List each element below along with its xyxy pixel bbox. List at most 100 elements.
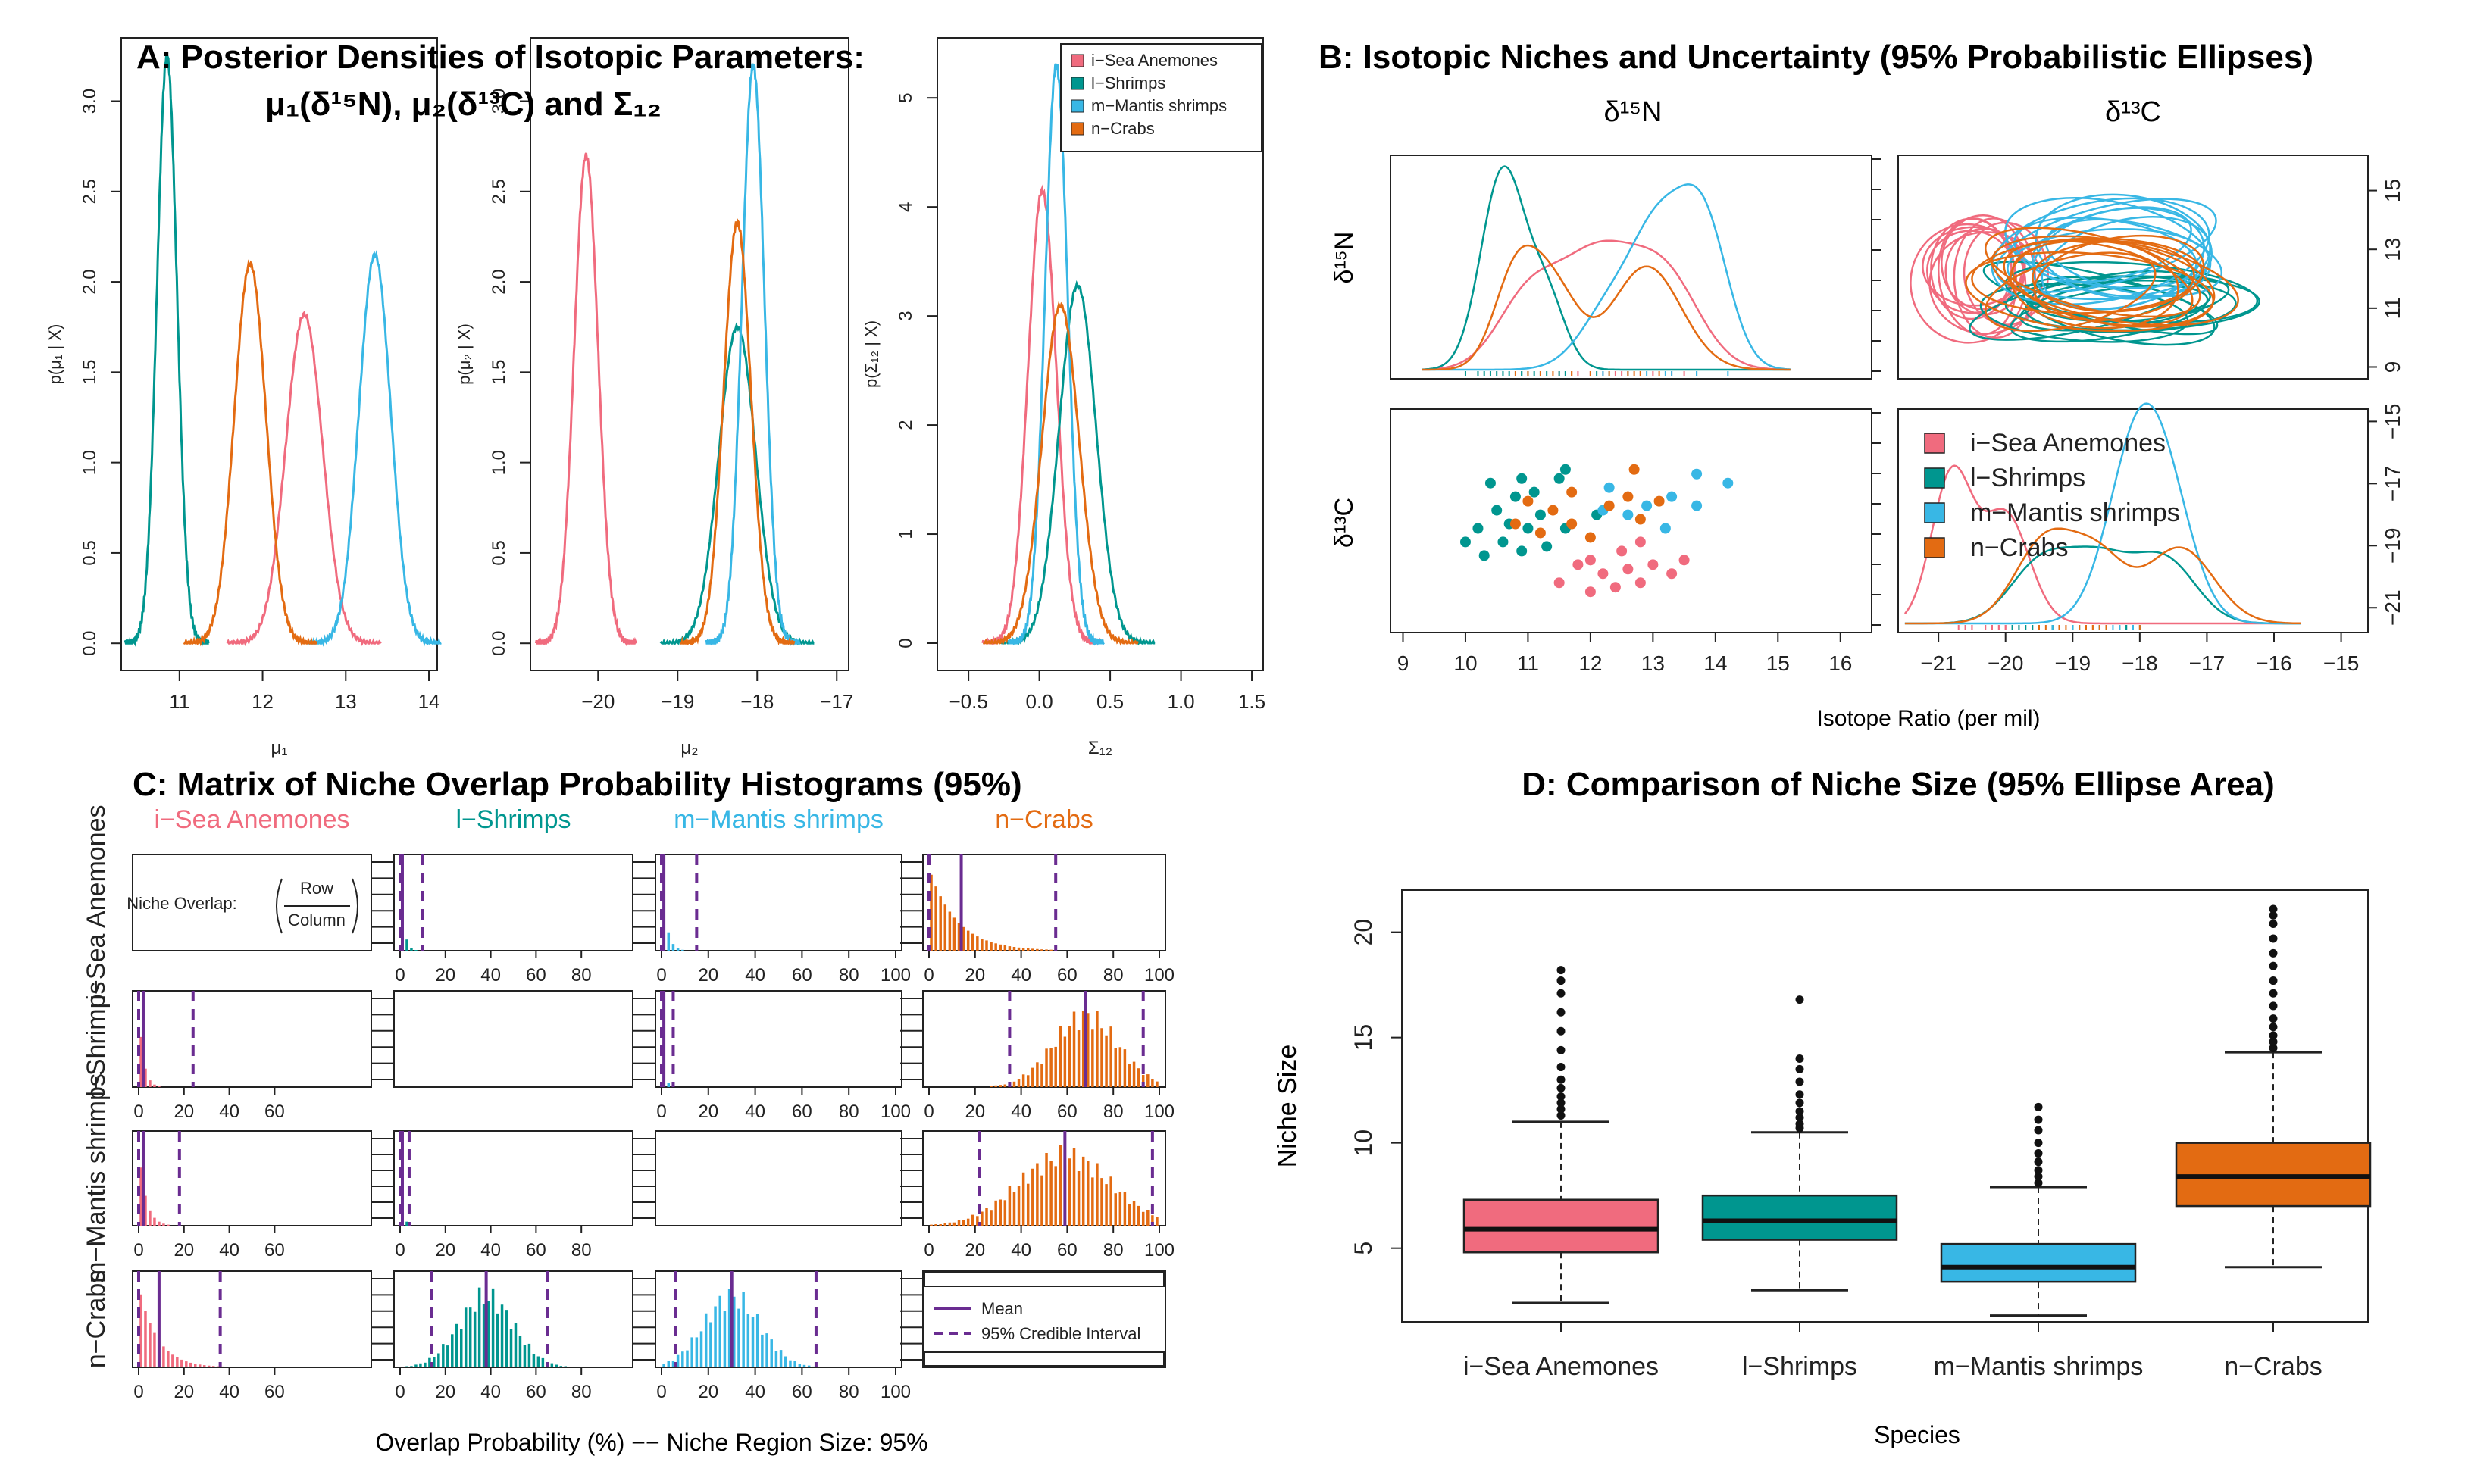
scatter-point-l — [1491, 505, 1503, 516]
legend-label: m−Mantis shrimps — [1091, 96, 1227, 115]
x-tick-label: 80 — [839, 1101, 859, 1122]
outlier-point — [2034, 1158, 2043, 1167]
x-tick-label: −16 — [2256, 651, 2292, 675]
y-tick-label: 2.5 — [80, 179, 100, 204]
legend-swatch-m — [1071, 99, 1084, 113]
scatter-point-i — [1609, 582, 1621, 593]
ellipse-n — [1984, 227, 2201, 318]
y-tick-label: 0 — [896, 638, 916, 648]
x-tick-label: −19 — [661, 690, 694, 713]
x-tick-label: 0 — [656, 965, 666, 986]
outlier-point — [1795, 1064, 1804, 1073]
legend-swatch-n — [1071, 122, 1084, 136]
outlier-point — [2269, 948, 2278, 958]
y-tick-label: 3 — [896, 311, 916, 320]
y-tick-label: −21 — [2381, 589, 2404, 626]
x-tick-label: 80 — [839, 1382, 859, 1402]
scatter-point-n — [1566, 486, 1578, 498]
overlap-cell-frame — [655, 990, 902, 1088]
outlier-point — [2034, 1166, 2043, 1175]
scatter-point-n — [1603, 500, 1615, 511]
outlier-point — [1556, 989, 1566, 998]
x-tick-label: −0.5 — [949, 690, 987, 713]
x-tick-label: 0 — [395, 965, 405, 986]
x-tick-label: 100 — [881, 1382, 911, 1402]
y-tick-label: 0.5 — [489, 540, 509, 565]
outlier-point — [1556, 1075, 1566, 1084]
x-tick-label: 1.0 — [1167, 690, 1194, 713]
scatter-point-l — [1459, 536, 1471, 548]
ellipse-m — [2044, 218, 2223, 298]
y-tick-label: 20 — [1350, 919, 1377, 946]
ellipse-n — [2032, 240, 2195, 313]
x-tick-label: 20 — [965, 965, 985, 986]
panel-d-title: D: Comparison of Niche Size (95% Ellipse… — [1522, 766, 2275, 803]
overlap-cell-frame — [132, 1130, 372, 1226]
y-tick-label: 10 — [1350, 1129, 1377, 1157]
scatter-point-n — [1634, 514, 1646, 525]
overlap-cell-frame — [655, 1270, 902, 1368]
x-tick-label: −15 — [2323, 651, 2360, 675]
panel-b-row-c: δ¹³C — [1330, 498, 1359, 548]
x-tick-label: 60 — [792, 1101, 812, 1122]
y-tick-label: −17 — [2381, 466, 2404, 502]
scatter-point-n — [1584, 532, 1596, 543]
scatter-point-l — [1528, 486, 1540, 498]
scatter-point-m — [1603, 482, 1615, 493]
category-label: m−Mantis shrimps — [1934, 1352, 2144, 1381]
x-tick-label: 60 — [526, 1240, 546, 1261]
x-tick-label: 0 — [395, 1382, 405, 1402]
x-axis-label: μ₁ — [271, 738, 288, 758]
scatter-point-l — [1559, 464, 1571, 475]
x-tick-label: −17 — [820, 690, 853, 713]
legend-swatch-i — [1924, 433, 1945, 454]
x-tick-label: −18 — [2122, 651, 2158, 675]
scatter-point-l — [1553, 473, 1565, 484]
x-tick-label: 100 — [881, 1101, 911, 1122]
outlier-point — [1556, 966, 1566, 975]
x-tick-label: 40 — [745, 1382, 765, 1402]
overlap-cell-frame — [922, 854, 1166, 951]
y-tick-label: 11 — [2381, 297, 2404, 319]
density-line-i — [226, 310, 382, 647]
y-tick-label: 13 — [2381, 238, 2404, 261]
outlier-point — [1556, 1098, 1566, 1108]
outlier-point — [2269, 1044, 2278, 1053]
col-label-i: i−Sea Anemones — [154, 805, 349, 834]
y-tick-label: 3.0 — [80, 89, 100, 114]
overlap-cell-frame — [655, 854, 902, 951]
legend-label: m−Mantis shrimps — [1970, 498, 2180, 527]
y-tick-label: −19 — [2381, 528, 2404, 564]
scatter-point-m — [1659, 523, 1671, 534]
y-axis-label: p(μ₁ | X) — [45, 324, 64, 385]
panel-b-row-n: δ¹⁵N — [1330, 232, 1359, 284]
x-tick-label: 60 — [1057, 1101, 1078, 1122]
outlier-point — [2034, 1149, 2043, 1158]
scatter-point-n — [1547, 505, 1559, 516]
x-tick-label: 12 — [1578, 651, 1602, 675]
x-tick-label: 20 — [435, 965, 455, 986]
scatter-point-i — [1584, 586, 1596, 598]
kde-line-n — [1904, 527, 2301, 625]
legend-label: n−Crabs — [1091, 119, 1155, 138]
x-tick-label: 100 — [1144, 965, 1175, 986]
x-tick-label: 0.0 — [1026, 690, 1053, 713]
overlap-cell-frame — [655, 1130, 902, 1226]
outlier-point — [1556, 1104, 1566, 1114]
x-tick-label: 0 — [133, 1240, 143, 1261]
outlier-point — [2269, 976, 2278, 986]
density-line-i — [534, 152, 638, 647]
x-tick-label: −21 — [1920, 651, 1957, 675]
y-tick-label: 9 — [2381, 361, 2404, 373]
outlier-point — [2269, 989, 2278, 998]
x-tick-label: 80 — [1103, 1240, 1124, 1261]
ellipse-n — [1985, 251, 2157, 333]
x-tick-label: 0 — [133, 1101, 143, 1122]
panel-b-title: B: Isotopic Niches and Uncertainty (95% … — [1318, 39, 2313, 76]
overlap-label: Niche Overlap: — [127, 894, 237, 913]
x-tick-label: 40 — [219, 1382, 239, 1402]
scatter-point-l — [1484, 477, 1496, 489]
overlap-cell-frame — [132, 990, 372, 1088]
scatter-point-l — [1472, 523, 1484, 534]
